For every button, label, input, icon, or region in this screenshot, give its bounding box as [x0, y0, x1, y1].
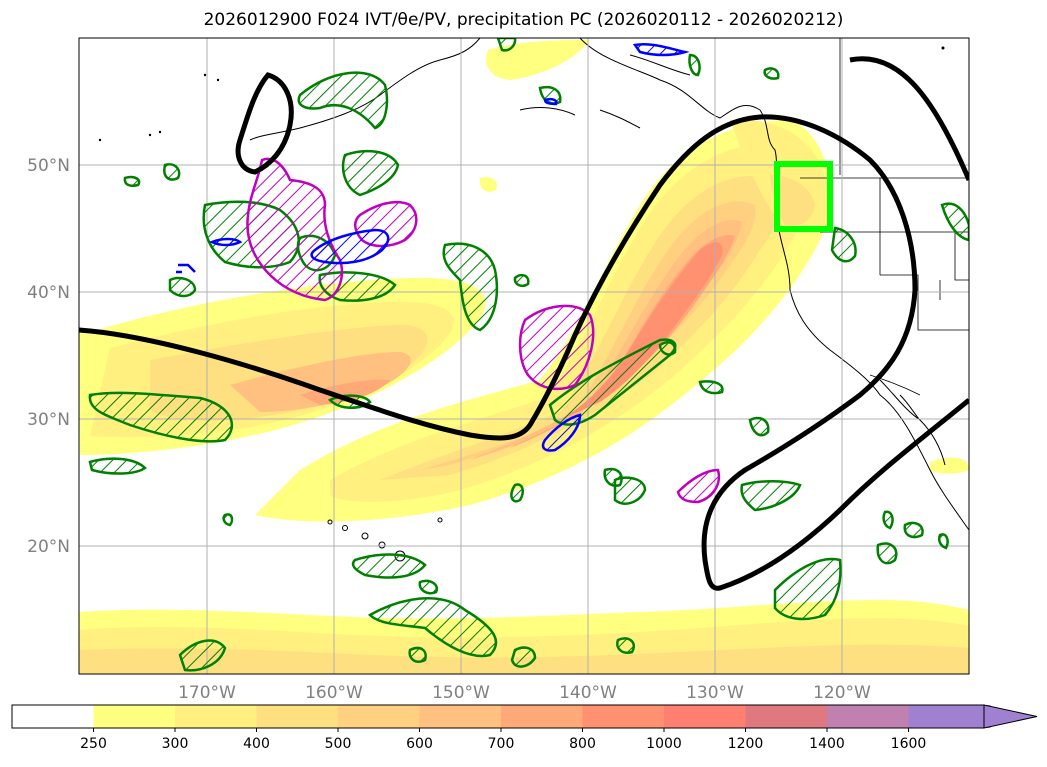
colorbar-segment [501, 705, 583, 728]
colorbar-segment [745, 705, 828, 728]
lon-label-160w: 160°W [305, 683, 363, 703]
map-layers [79, 38, 969, 674]
colorbar-segment [582, 705, 665, 728]
colorbar: 250 300 400 500 600 700 800 1000 1200 1400 1600 [11, 704, 1038, 752]
political-borders [800, 38, 969, 396]
pv-contour-blue-small [176, 263, 196, 274]
target-region-box [774, 161, 833, 232]
colorbar-segment [93, 705, 176, 728]
lat-label-40n: 40°N [27, 283, 70, 303]
map-title: 2026012900 F024 IVT/θe/PV, precipitation… [203, 10, 844, 30]
ivt-patch-baja [930, 457, 969, 474]
colorbar-outline [11, 704, 984, 729]
aleutian-islands [98, 46, 945, 142]
lat-label-30n: 30°N [27, 410, 70, 430]
colorbar-segment [664, 705, 746, 728]
pv-contours-green [88, 38, 969, 672]
pv-contours-blue [208, 43, 690, 452]
lon-label-120w: 120°W [813, 683, 871, 703]
colorbar-tick-label: 800 [569, 736, 596, 752]
colorbar-tick-label: 400 [243, 736, 270, 752]
colorbar-tick-label: 1400 [809, 736, 845, 752]
colorbar-segment [338, 705, 420, 728]
ivt-shading-plume-main [255, 120, 830, 522]
colorbar-tick-label: 1200 [728, 736, 764, 752]
colorbar-extend-arrow [983, 704, 1038, 729]
colorbar-segment [827, 705, 909, 728]
colorbar-tick-label: 500 [325, 736, 352, 752]
colorbar-tick-label: 700 [488, 736, 515, 752]
ivt-patch-north [486, 40, 590, 80]
theta-e-contours [79, 56, 969, 591]
colorbar-tick-label: 1000 [646, 736, 682, 752]
colorbar-tick-label: 300 [162, 736, 189, 752]
colorbar-segment [256, 705, 339, 728]
graticule [79, 38, 969, 674]
colorbar-segment [175, 705, 257, 728]
colorbar-segment-below [12, 705, 94, 728]
colorbar-segment [908, 705, 991, 728]
lon-label-170w: 170°W [178, 683, 236, 703]
colorbar-tick-label: 1600 [891, 736, 927, 752]
ivt-shading-coast [730, 119, 831, 232]
lat-label-20n: 20°N [27, 537, 70, 557]
colorbar-tick-label: 250 [80, 736, 107, 752]
ivt-patch-small [479, 177, 497, 192]
map-frame [78, 37, 970, 675]
lon-label-150w: 150°W [432, 683, 490, 703]
colorbar-tick-label: 600 [406, 736, 433, 752]
lat-label-50n: 50°N [27, 156, 70, 176]
lon-label-140w: 140°W [559, 683, 617, 703]
colorbar-segment [419, 705, 502, 728]
lon-label-130w: 130°W [686, 683, 744, 703]
